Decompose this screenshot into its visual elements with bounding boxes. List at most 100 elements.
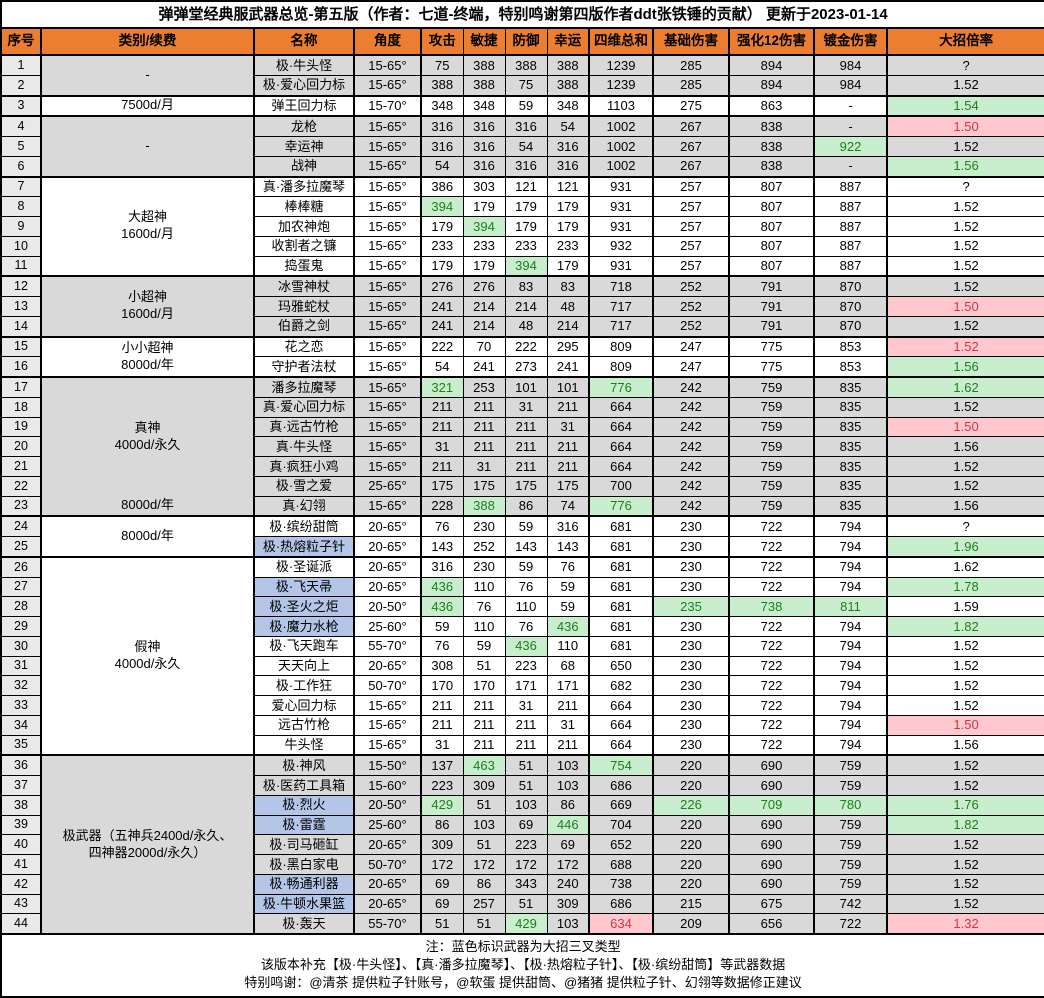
cell-agility: 86 xyxy=(462,873,506,895)
cell-weapon-name: 真·幻翎 xyxy=(253,495,355,517)
cell-enhance12-damage: 722 xyxy=(728,535,815,558)
cell-defense: 211 xyxy=(504,436,548,457)
cell-agility: 230 xyxy=(462,555,506,578)
cell-attack: 179 xyxy=(420,216,464,237)
cell-base-damage: 209 xyxy=(652,913,730,935)
table-row: 36 极武器（五神兵2400d/永久、 四神器2000d/永久） 极·神风 15-50… xyxy=(0,754,1044,935)
cell-weapon-name: 极·黑白家电 xyxy=(253,854,355,875)
cell-ultimate-multiplier: 1.52 xyxy=(885,854,1044,875)
cell-agility: 276 xyxy=(462,275,506,298)
cell-base-damage: 220 xyxy=(652,834,730,855)
table-row: 42 极·畅通利器 20-65° 69 86 343 240 738 220 690 759 1.52 xyxy=(0,873,1044,895)
cell-index: 8 xyxy=(0,196,42,217)
cell-index: 37 xyxy=(0,775,42,796)
cell-base-damage: 242 xyxy=(652,375,730,398)
cell-agility: 388 xyxy=(462,74,506,97)
cell-defense: 54 xyxy=(504,136,548,157)
column-header-ultimate-rate: 大招倍率 xyxy=(885,27,1044,56)
cell-attack: 54 xyxy=(420,155,464,178)
cell-defense: 316 xyxy=(504,155,548,178)
cell-attack: 54 xyxy=(420,356,464,378)
cell-stat-sum: 664 xyxy=(588,734,654,756)
cell-base-damage: 230 xyxy=(652,655,730,677)
table-row: 2 极·爱心回力标 15-65° 388 388 75 388 1239 285 894 984 1.… xyxy=(0,74,1044,97)
cell-weapon-name: 极·飞天跑车 xyxy=(253,635,355,657)
cell-defense: 394 xyxy=(504,255,548,277)
cell-defense: 103 xyxy=(504,794,548,816)
cell-agility: 110 xyxy=(462,576,506,598)
cell-angle: 20-65° xyxy=(353,535,422,558)
cell-attack: 143 xyxy=(420,535,464,558)
cell-angle: 15-65° xyxy=(353,74,422,97)
cell-enhance12-damage: 690 xyxy=(728,854,815,875)
cell-index: 38 xyxy=(0,794,42,816)
cell-index: 22 xyxy=(0,475,42,497)
cell-luck: 241 xyxy=(546,356,590,378)
cell-enhance12-damage: 807 xyxy=(728,196,815,217)
cell-index: 35 xyxy=(0,734,42,756)
cell-stat-sum: 700 xyxy=(588,475,654,497)
cell-enhance12-damage: 807 xyxy=(728,175,815,198)
cell-defense: 31 xyxy=(504,396,548,418)
cell-agility: 51 xyxy=(462,913,506,935)
cell-base-damage: 247 xyxy=(652,356,730,378)
cell-ultimate-multiplier: 1.52 xyxy=(885,655,1044,677)
cell-index: 19 xyxy=(0,416,42,438)
cell-weapon-name: 极·工作狂 xyxy=(253,675,355,696)
cell-luck: 388 xyxy=(546,53,590,76)
cell-ultimate-multiplier: 1.52 xyxy=(885,396,1044,418)
cell-angle: 20-65° xyxy=(353,893,422,915)
cell-luck: 211 xyxy=(546,456,590,477)
cell-defense: 59 xyxy=(504,555,548,578)
cell-weapon-name: 收割者之镰 xyxy=(253,235,355,257)
cell-agility: 316 xyxy=(462,136,506,157)
cell-weapon-name: 潘多拉魔琴 xyxy=(253,375,355,398)
cell-enhance12-damage: 759 xyxy=(728,475,815,497)
cell-enhance12-damage: 690 xyxy=(728,873,815,895)
cell-luck: 179 xyxy=(546,255,590,277)
table-row: 9 加农神炮 15-65° 179 394 179 179 931 257 807 887 1.52 xyxy=(0,216,1044,237)
cell-ultimate-multiplier: 1.52 xyxy=(885,695,1044,716)
footer-notes: 注：蓝色标识武器为大招三叉类型 该版本补充【极·牛头怪】、【真·潘多拉魔琴】、【… xyxy=(0,933,1044,998)
cell-angle: 50-70° xyxy=(353,675,422,696)
cell-stat-sum: 717 xyxy=(588,315,654,338)
cell-angle: 15-65° xyxy=(353,456,422,477)
cell-defense: 214 xyxy=(504,296,548,317)
cell-agility: 253 xyxy=(462,375,506,398)
cell-weapon-name: 爱心回力标 xyxy=(253,695,355,716)
cell-angle: 20-65° xyxy=(353,555,422,578)
cell-stat-sum: 682 xyxy=(588,675,654,696)
cell-attack: 69 xyxy=(420,873,464,895)
cell-ultimate-multiplier: 1.52 xyxy=(885,74,1044,97)
cell-base-damage: 230 xyxy=(652,734,730,756)
cell-ultimate-multiplier: 1.52 xyxy=(885,255,1044,277)
cell-index: 10 xyxy=(0,235,42,257)
cell-base-damage: 275 xyxy=(652,94,730,117)
cell-stat-sum: 664 xyxy=(588,695,654,716)
cell-index: 4 xyxy=(0,115,42,138)
cell-gilded-damage: 984 xyxy=(813,53,888,76)
cell-angle: 25-65° xyxy=(353,475,422,497)
cell-index: 17 xyxy=(0,375,42,398)
cell-defense: 343 xyxy=(504,873,548,895)
cell-gilded-damage: 870 xyxy=(813,296,888,317)
cell-index: 36 xyxy=(0,754,42,777)
cell-agility: 175 xyxy=(462,475,506,497)
cell-gilded-damage: 984 xyxy=(813,74,888,97)
cell-luck: 233 xyxy=(546,235,590,257)
cell-gilded-damage: 722 xyxy=(813,913,888,935)
table-row: 43 极·牛顿水果篮 20-65° 69 257 51 309 686 215 675 742 1.5… xyxy=(0,893,1044,915)
table-row: 40 极·司马砸缸 20-65° 309 51 223 69 652 220 690 759 1.52 xyxy=(0,834,1044,855)
cell-stat-sum: 664 xyxy=(588,456,654,477)
cell-weapon-name: 远古竹枪 xyxy=(253,714,355,736)
cell-category: 真神 4000d/永久 xyxy=(40,376,255,497)
cell-agility: 214 xyxy=(462,315,506,338)
cell-gilded-damage: 794 xyxy=(813,695,888,716)
cell-gilded-damage: 794 xyxy=(813,635,888,657)
cell-attack: 211 xyxy=(420,396,464,418)
table-row: 29 极·魔力水枪 25-60° 59 110 76 436 681 230 722 794 1.82 xyxy=(0,616,1044,637)
cell-enhance12-damage: 722 xyxy=(728,635,815,657)
cell-luck: 68 xyxy=(546,655,590,677)
cell-enhance12-damage: 759 xyxy=(728,396,815,418)
cell-category: 大超神 1600d/月 xyxy=(40,175,255,277)
